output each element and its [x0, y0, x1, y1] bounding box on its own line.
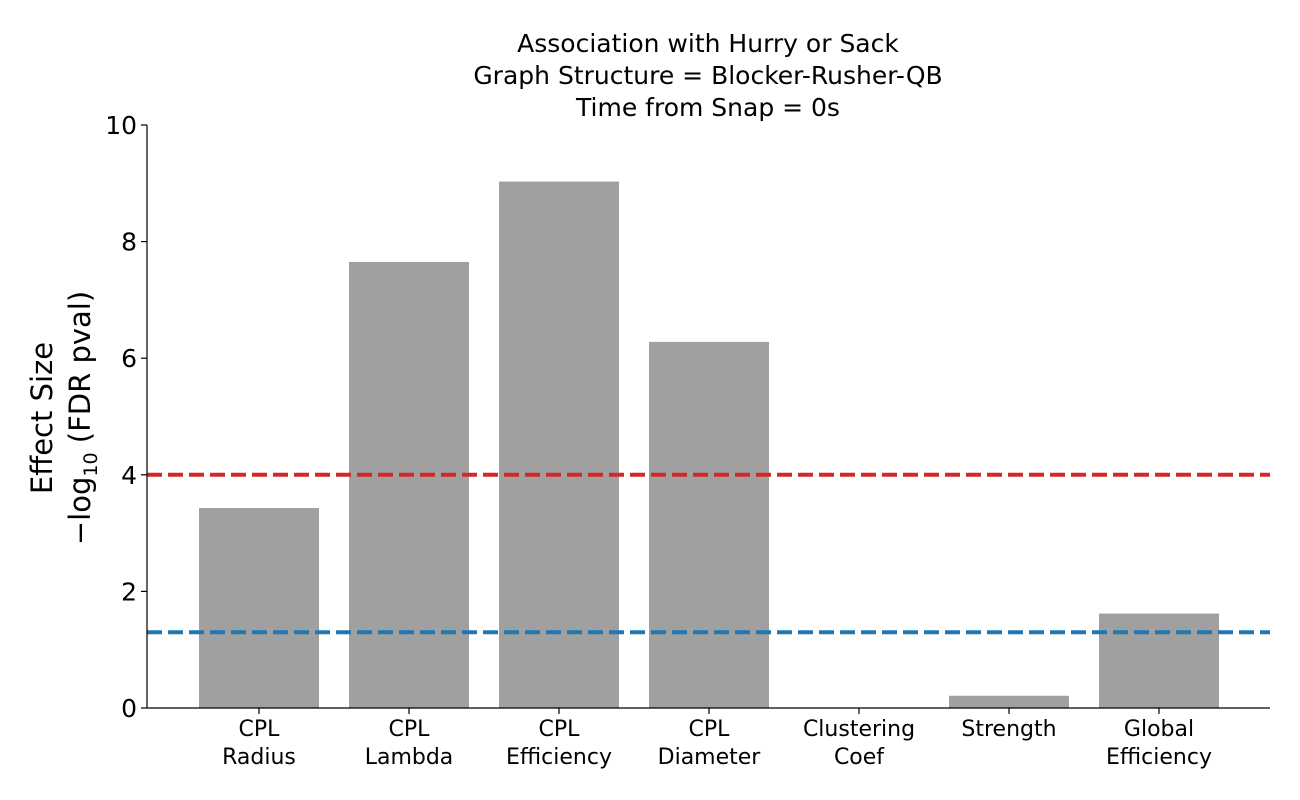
y-tick-label-5: 10 [105, 111, 137, 140]
x-tick-label-6-1: Efficiency [1106, 745, 1212, 770]
bar-6 [1099, 613, 1219, 708]
y-tick-label-1: 2 [121, 577, 137, 606]
x-tick-label-4-1: Coef [834, 745, 885, 770]
x-tick-label-2-1: Efficiency [506, 745, 612, 770]
x-tick-label-3-0: CPL [689, 717, 731, 742]
y-tick-label-3: 6 [121, 344, 137, 373]
chart-title-line-1: Association with Hurry or Sack [517, 29, 899, 58]
x-tick-label-0-0: CPL [239, 717, 281, 742]
y-axis-label-line-2: −log10 (FDR pval) [63, 291, 102, 545]
y-axis-label-suffix: (FDR pval) [63, 291, 97, 453]
y-ticks-group: 0 2 4 6 8 10 [105, 111, 147, 723]
x-tick-label-2-0: CPL [539, 717, 581, 742]
bar-0 [199, 508, 319, 708]
chart-title-line-2: Graph Structure = Blocker-Rusher-QB [473, 61, 942, 90]
y-tick-label-2: 4 [121, 461, 137, 490]
y-axis-label-subscript: 10 [80, 452, 102, 476]
bars-group [199, 181, 1219, 708]
chart-title: Association with Hurry or Sack Graph Str… [473, 29, 942, 122]
reference-lines-group [147, 472, 1270, 635]
y-tick-label-0: 0 [121, 694, 137, 723]
x-tick-label-1-0: CPL [389, 717, 431, 742]
x-tick-label-6-0: Global [1124, 717, 1194, 742]
x-tick-label-0-1: Radius [222, 745, 296, 770]
bar-3 [649, 341, 769, 708]
x-tick-label-3-1: Diameter [658, 745, 762, 770]
y-axis-label-prefix: −log [63, 477, 97, 546]
x-tick-label-4-0: Clustering [803, 717, 915, 742]
y-axis-label-line-1: Effect Size [25, 342, 59, 494]
x-ticks-group: CPL Radius CPL Lambda CPL Efficiency CPL Diamet… [222, 708, 1212, 770]
x-tick-label-1-1: Lambda [365, 745, 454, 770]
bar-5 [949, 695, 1069, 708]
y-tick-label-4: 8 [121, 228, 137, 257]
bar-1 [349, 262, 469, 708]
y-axis-label: Effect Size −log10 (FDR pval) [25, 291, 102, 545]
chart-title-line-3: Time from Snap = 0s [575, 93, 840, 122]
x-tick-label-5-0: Strength [961, 717, 1056, 742]
bar-2 [499, 181, 619, 708]
